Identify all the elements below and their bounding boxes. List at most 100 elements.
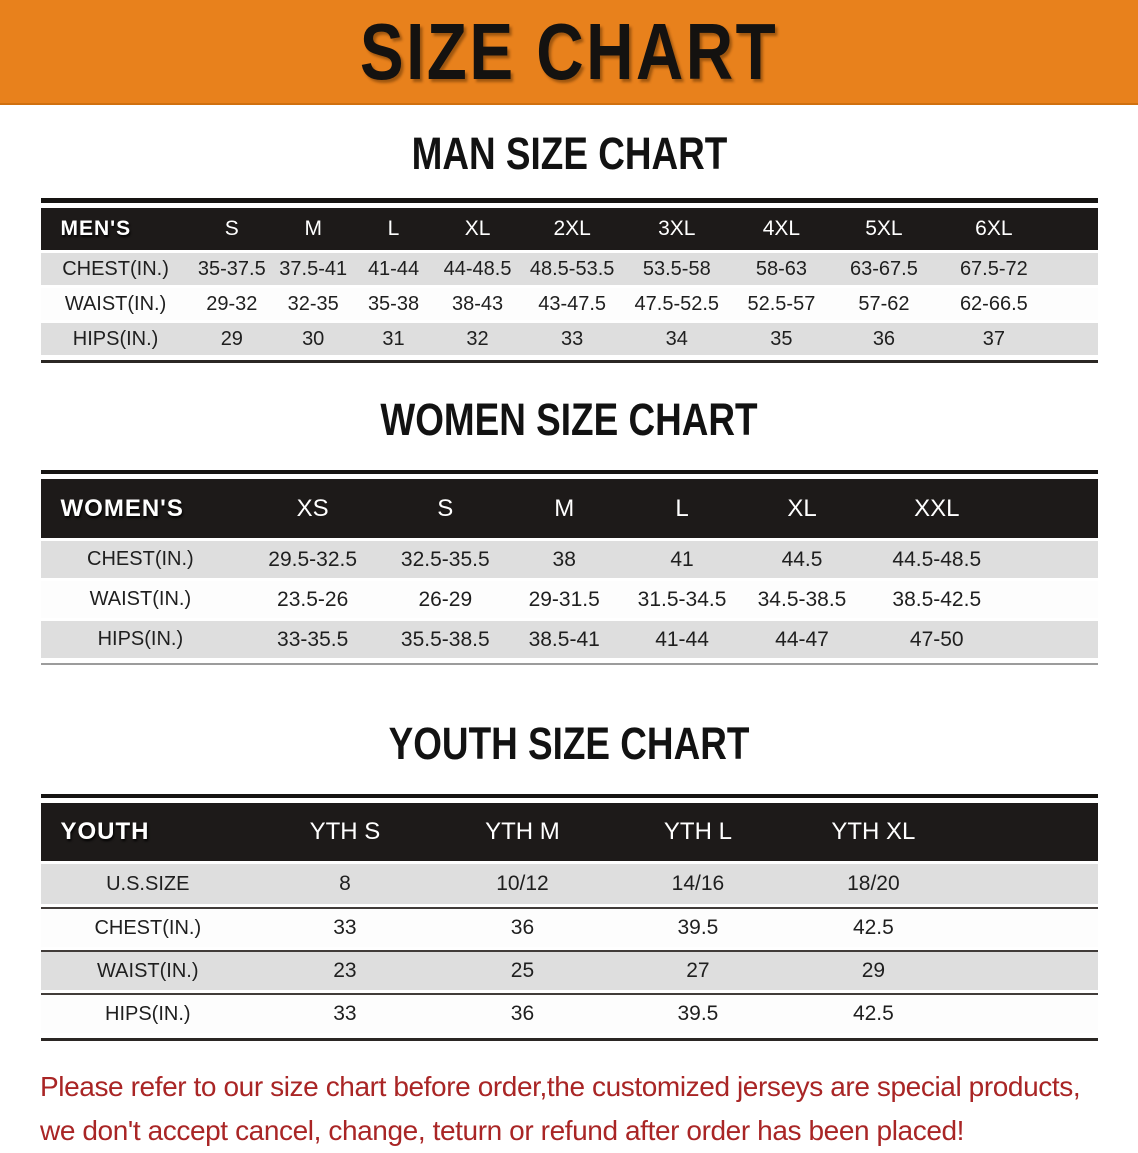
spacer-cell [1010,621,1098,658]
size-column-header: YTH L [610,803,786,861]
spacer-cell [961,803,1098,861]
size-column-header: XXL [862,479,1011,538]
table-cell: 33 [255,907,435,947]
table-cell: 41 [622,541,742,578]
size-column-header: M [273,208,354,250]
table-cell: 37.5-41 [273,253,354,285]
table-cell: 29 [785,950,962,990]
row-label: WAIST(IN.) [40,950,256,990]
men-section-heading: MAN SIZE CHART [411,128,727,179]
table-cell: 34 [622,323,731,355]
size-column-header: M [505,479,623,538]
table-cell: 47.5-52.5 [622,288,731,320]
table-cell: 38-43 [433,288,522,320]
men-table-title: MEN'S [40,208,191,250]
table-cell: 67.5-72 [935,253,1052,285]
spacer-cell [1052,323,1098,355]
size-column-header: YTH XL [785,803,962,861]
youth-hips-row: HIPS(IN.) 33 36 39.5 42.5 [40,993,1098,1033]
size-column-header: 3XL [622,208,731,250]
spacer-cell [961,864,1098,904]
women-table-header-row: WOMEN'S XS S M L XL XXL [40,479,1098,538]
table-cell: 41-44 [353,253,434,285]
size-column-header: L [622,479,742,538]
women-size-table-frame: WOMEN'S XS S M L XL XXL CHEST(IN.) 29.5-… [40,470,1098,665]
size-column-header: L [353,208,434,250]
table-cell: 57-62 [832,288,936,320]
table-cell: 42.5 [785,907,962,947]
table-cell: 23 [255,950,435,990]
youth-table-title: YOUTH [40,803,256,861]
size-column-header: XL [433,208,522,250]
table-cell: 32-35 [273,288,354,320]
table-cell: 44.5 [741,541,863,578]
women-section-heading: WOMEN SIZE CHART [380,394,758,445]
row-label: WAIST(IN.) [40,288,191,320]
table-cell: 44.5-48.5 [862,541,1011,578]
size-column-header: S [385,479,506,538]
youth-section-heading: YOUTH SIZE CHART [388,718,750,769]
table-cell: 18/20 [785,864,962,904]
row-label: CHEST(IN.) [40,253,191,285]
disclaimer-line-1: Please refer to our size chart before or… [40,1071,1081,1102]
table-cell: 63-67.5 [832,253,936,285]
table-cell: 43-47.5 [521,288,623,320]
table-cell: 29-31.5 [505,581,623,618]
spacer-cell [1010,479,1098,538]
size-column-header: YTH M [434,803,611,861]
spacer-cell [1052,208,1098,250]
table-cell: 33-35.5 [240,621,386,658]
size-column-header: 4XL [730,208,833,250]
table-cell: 29.5-32.5 [240,541,386,578]
table-cell: 29-32 [190,288,274,320]
row-label: CHEST(IN.) [40,907,256,947]
table-cell: 52.5-57 [730,288,833,320]
table-cell: 38 [505,541,623,578]
men-table-header-row: MEN'S S M L XL 2XL 3XL 4XL 5XL 6XL [40,208,1098,250]
table-cell: 58-63 [730,253,833,285]
table-cell: 35-37.5 [190,253,274,285]
spacer-cell [1052,288,1098,320]
men-size-table: MEN'S S M L XL 2XL 3XL 4XL 5XL 6XL CHEST… [40,205,1098,358]
table-cell: 39.5 [610,907,786,947]
men-waist-row: WAIST(IN.) 29-32 32-35 35-38 38-43 43-47… [40,288,1098,320]
women-hips-row: HIPS(IN.) 33-35.5 35.5-38.5 38.5-41 41-4… [40,621,1098,658]
table-cell: 38.5-42.5 [862,581,1011,618]
women-size-table: WOMEN'S XS S M L XL XXL CHEST(IN.) 29.5-… [40,476,1098,661]
men-hips-row: HIPS(IN.) 29 30 31 32 33 34 35 36 37 [40,323,1098,355]
women-waist-row: WAIST(IN.) 23.5-26 26-29 29-31.5 31.5-34… [40,581,1098,618]
row-label: WAIST(IN.) [40,581,241,618]
youth-ussize-row: U.S.SIZE 8 10/12 14/16 18/20 [40,864,1098,904]
youth-waist-row: WAIST(IN.) 23 25 27 29 [40,950,1098,990]
table-cell: 36 [434,993,611,1033]
size-column-header: XS [240,479,386,538]
table-cell: 27 [610,950,786,990]
table-cell: 42.5 [785,993,962,1033]
table-cell: 38.5-41 [505,621,623,658]
disclaimer-line-2: we don't accept cancel, change, teturn o… [40,1115,965,1146]
size-column-header: S [190,208,274,250]
table-cell: 31.5-34.5 [622,581,742,618]
row-label: CHEST(IN.) [40,541,241,578]
table-cell: 26-29 [385,581,506,618]
table-cell: 48.5-53.5 [521,253,623,285]
table-cell: 47-50 [862,621,1011,658]
spacer-cell [961,993,1098,1033]
size-column-header: 6XL [935,208,1052,250]
table-cell: 37 [935,323,1052,355]
table-cell: 53.5-58 [622,253,731,285]
row-label: HIPS(IN.) [40,323,191,355]
row-label: U.S.SIZE [40,864,256,904]
youth-size-table: YOUTH YTH S YTH M YTH L YTH XL U.S.SIZE … [40,800,1098,1036]
men-chest-row: CHEST(IN.) 35-37.5 37.5-41 41-44 44-48.5… [40,253,1098,285]
banner-title: SIZE CHART [359,6,779,96]
table-cell: 44-48.5 [433,253,522,285]
youth-chest-row: CHEST(IN.) 33 36 39.5 42.5 [40,907,1098,947]
table-cell: 25 [434,950,611,990]
table-cell: 35 [730,323,833,355]
table-cell: 32 [433,323,522,355]
table-cell: 30 [273,323,354,355]
table-cell: 36 [832,323,936,355]
table-cell: 34.5-38.5 [741,581,863,618]
table-cell: 14/16 [610,864,786,904]
